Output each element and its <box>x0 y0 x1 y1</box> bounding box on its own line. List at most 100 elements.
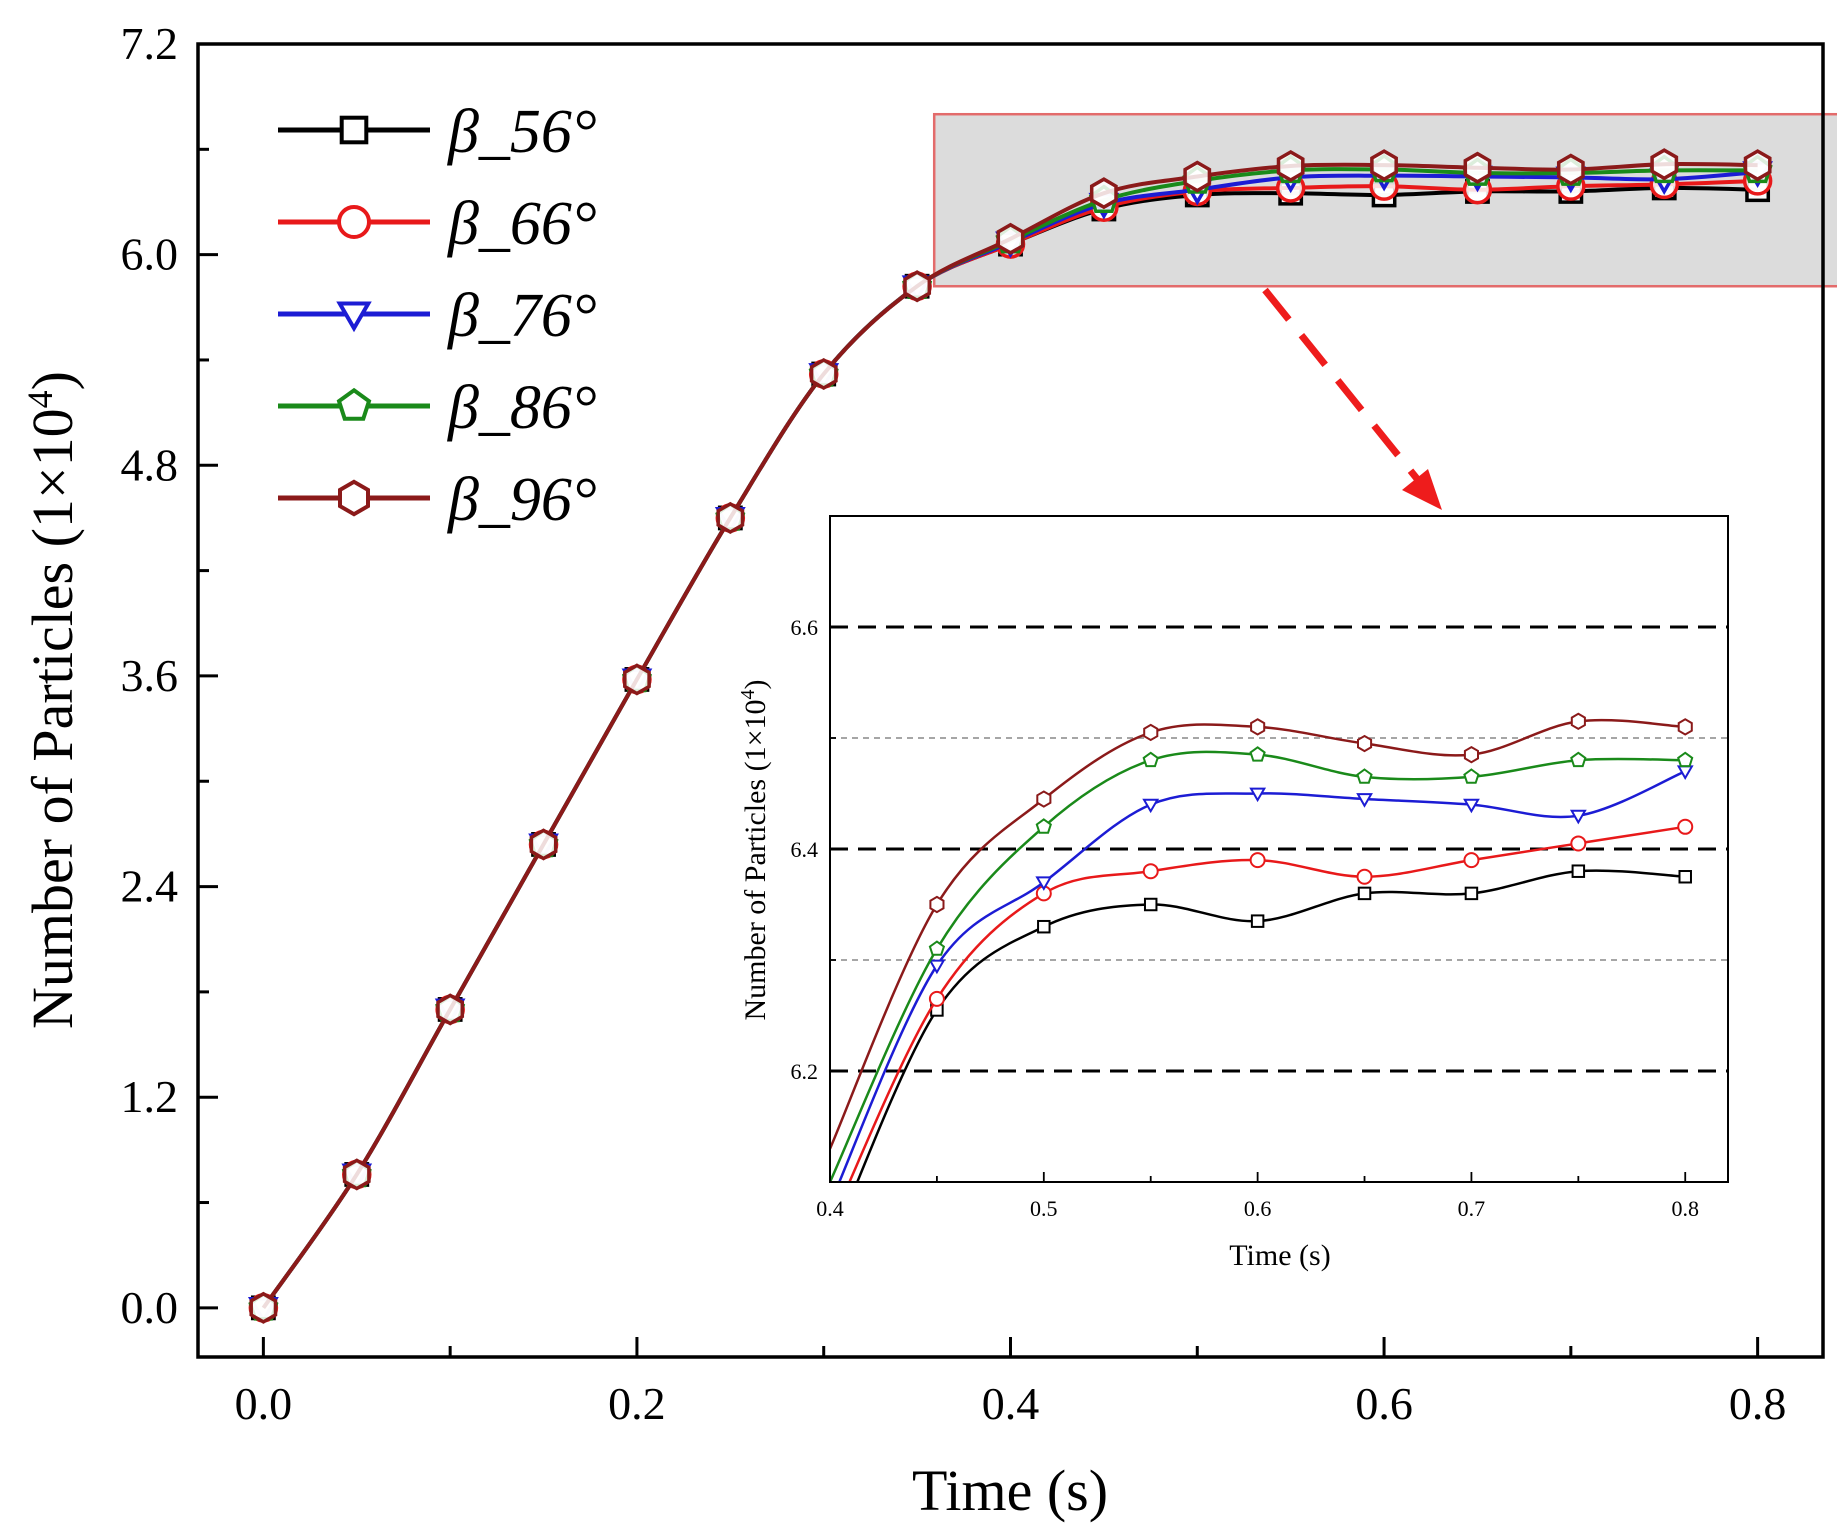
inset-series-group <box>830 712 1694 1182</box>
main-data-point <box>249 1291 278 1324</box>
inset-data-point <box>1357 734 1373 753</box>
legend-marker <box>336 387 372 421</box>
main-data-point <box>809 357 838 391</box>
inset-data-point <box>1035 876 1053 891</box>
main-data-point <box>1463 151 1492 184</box>
main-y-tick-label: 4.8 <box>121 439 179 490</box>
inset-data-point <box>1677 718 1693 736</box>
main-y-axis-title-prefix: Number of Particles (1×10 <box>20 408 85 1029</box>
inset-data-point <box>1142 863 1159 880</box>
main-data-point <box>342 1158 371 1191</box>
main-data-point <box>1650 148 1679 181</box>
main-data-point <box>623 663 651 696</box>
inset-series-square <box>855 864 1692 1182</box>
legend-marker <box>337 205 371 239</box>
inset-plot: 0.4 0.5 0.6 0.7 0.8 6.2 6.4 6.6 Time (s) Number… <box>737 515 1729 1272</box>
inset-data-point <box>1142 798 1160 814</box>
inset-data-point <box>929 895 945 914</box>
inset-x-tick-label: 0.7 <box>1458 1196 1486 1221</box>
legend-marker <box>339 115 369 145</box>
inset-data-point <box>1463 798 1480 814</box>
inset-x-tick-label: 0.5 <box>1030 1196 1058 1221</box>
inset-data-point <box>1463 768 1480 784</box>
legend-label: β_76° <box>447 282 597 350</box>
inset-data-point <box>1570 751 1587 768</box>
main-data-point <box>1089 177 1118 210</box>
inset-data-point <box>1035 818 1052 834</box>
inset-y-axis-title-suffix: ) <box>739 679 772 689</box>
legend-entry: β_96° <box>278 466 597 534</box>
main-data-point <box>1183 160 1212 193</box>
zoom-arrow-head <box>1402 469 1442 510</box>
inset-data-point <box>1249 787 1267 803</box>
legend-label: β_96° <box>447 466 597 534</box>
inset-data-point <box>1570 835 1587 852</box>
legend-entry: β_56° <box>278 98 597 166</box>
inset-data-point <box>1356 793 1373 808</box>
legend-marker <box>338 479 370 517</box>
legend-label: β_56° <box>447 98 597 166</box>
inset-data-point <box>1143 897 1158 912</box>
inset-x-axis-title: Time (s) <box>1229 1239 1330 1272</box>
inset-data-point <box>1142 751 1159 768</box>
main-plot: 0.0 0.2 0.4 0.6 0.8 0.0 1.2 2.4 3.6 4.8 6.0 7.2 Tim… <box>20 18 1837 1523</box>
inset-data-point <box>1250 914 1265 928</box>
main-x-tick-label: 0.4 <box>982 1378 1040 1429</box>
main-y-tick-label: 3.6 <box>121 650 179 701</box>
main-data-point <box>1556 153 1585 186</box>
main-series-group <box>247 148 1774 1324</box>
inset-data-point <box>1569 809 1587 825</box>
main-y-tick-label: 6.0 <box>121 229 179 280</box>
main-x-tick-label: 0.6 <box>1355 1378 1413 1429</box>
inset-data-point <box>928 990 945 1007</box>
inset-data-point <box>1677 818 1694 835</box>
zoom-arrow-line <box>1262 287 1421 483</box>
inset-data-point <box>1463 745 1479 764</box>
inset-data-point <box>1570 712 1586 731</box>
legend-entry: β_66° <box>278 190 597 258</box>
main-data-point <box>529 828 558 861</box>
main-y-tick-label: 0.0 <box>121 1282 179 1333</box>
main-axis-ticks: 0.0 0.2 0.4 0.6 0.8 0.0 1.2 2.4 3.6 4.8 6.0 7.2 <box>121 18 1787 1429</box>
main-series-hexagon <box>249 148 1772 1324</box>
inset-y-axis-title: Number of Particles (1×104) <box>737 679 772 1020</box>
main-data-point <box>996 222 1025 255</box>
inset-data-point <box>928 940 946 956</box>
main-y-axis-title: Number of Particles (1×104) <box>20 371 85 1029</box>
inset-data-point <box>1037 919 1051 934</box>
legend-label: β_86° <box>447 374 597 442</box>
inset-x-tick-label: 0.6 <box>1244 1196 1272 1221</box>
inset-data-point <box>1250 718 1266 736</box>
inset-y-tick-label: 6.6 <box>791 615 819 640</box>
inset-y-tick-label: 6.4 <box>791 837 819 862</box>
inset-data-point <box>1356 868 1373 885</box>
main-y-tick-label: 2.4 <box>121 861 179 912</box>
inset-data-point <box>928 959 946 975</box>
inset-y-tick-label: 6.2 <box>791 1059 819 1084</box>
main-data-point <box>1276 149 1305 183</box>
inset-axis-ticks: 0.4 0.5 0.6 0.7 0.8 6.2 6.4 6.6 <box>791 615 1699 1221</box>
inset-data-point <box>1356 768 1373 784</box>
legend-marker <box>336 301 372 333</box>
main-data-point <box>436 993 465 1026</box>
main-data-point <box>716 501 745 535</box>
main-data-point <box>1743 149 1772 182</box>
inset-data-point <box>1357 886 1372 901</box>
main-x-axis-title: Time (s) <box>912 1458 1108 1523</box>
legend-label: β_66° <box>447 190 597 258</box>
legend-entry: β_76° <box>278 282 597 350</box>
inset-data-point <box>1571 864 1586 878</box>
legend-entry: β_86° <box>278 374 597 442</box>
legend: β_56° β_66° β_76° β_86° β_96° <box>278 98 597 534</box>
inset-y-axis-title-exponent: 4 <box>737 689 759 699</box>
inset-data-point <box>1249 852 1266 869</box>
main-x-tick-label: 0.8 <box>1729 1378 1787 1429</box>
main-y-axis-title-suffix: ) <box>20 371 85 390</box>
main-data-point <box>1370 149 1398 182</box>
inset-data-point <box>1464 886 1479 901</box>
inset-data-point <box>1143 723 1159 742</box>
inset-series-pentagon <box>830 746 1694 1182</box>
inset-y-axis-title-prefix: Number of Particles (1×10 <box>739 699 772 1020</box>
inset-series-circle <box>848 818 1694 1182</box>
